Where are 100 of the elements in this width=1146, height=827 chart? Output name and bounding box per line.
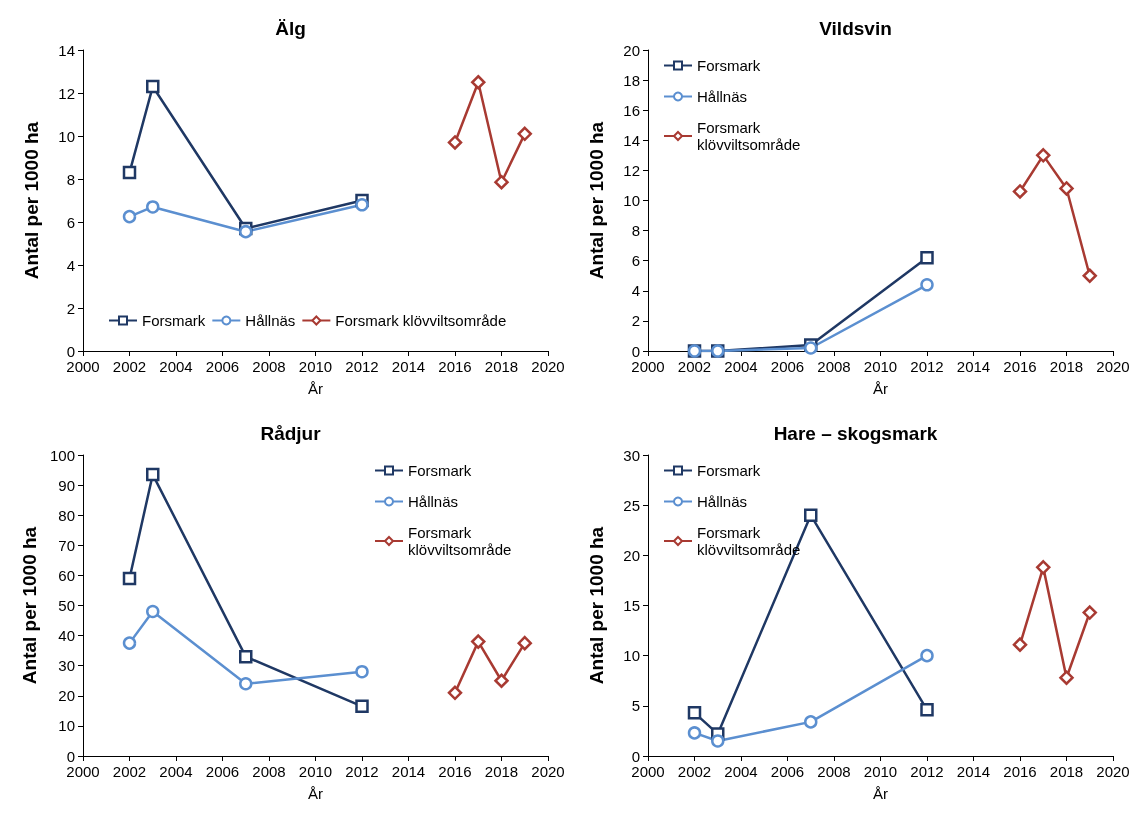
y-tick-label: 8 <box>66 170 75 188</box>
y-tick-label: 20 <box>623 546 640 564</box>
y-tick-label: 0 <box>66 747 75 765</box>
x-tick-label: 2010 <box>863 358 898 375</box>
x-tick-label: 2020 <box>1096 763 1130 780</box>
legend-label: Forsmark <box>142 312 206 329</box>
y-tick-label: 50 <box>58 597 75 614</box>
y-tick-label: 100 <box>49 446 75 464</box>
x-tick-label: 2006 <box>770 763 805 780</box>
legend-label: Hållnäs <box>697 88 748 105</box>
x-tick-label: 2008 <box>252 358 286 375</box>
x-tick-label: 2020 <box>1096 358 1130 375</box>
x-tick-label: 2018 <box>1049 763 1084 780</box>
x-tick-label: 2020 <box>531 763 565 780</box>
y-axis-title: Antal per 1000 ha <box>21 121 42 280</box>
x-tick-label: 2012 <box>345 763 379 780</box>
legend-label: Hållnäs <box>697 493 748 510</box>
chart-title: Vildsvin <box>819 18 892 39</box>
y-tick-label: 6 <box>631 252 640 270</box>
x-tick-label: 2014 <box>391 763 426 780</box>
y-tick-label: 14 <box>58 41 75 59</box>
x-tick-label: 2006 <box>205 763 240 780</box>
y-tick-label: 10 <box>623 647 640 665</box>
x-tick-label: 2000 <box>631 763 665 780</box>
y-tick-label: 30 <box>58 657 75 675</box>
x-tick-label: 2018 <box>484 763 519 780</box>
x-tick-label: 2012 <box>345 358 379 375</box>
legend-label: Forsmark <box>408 462 472 479</box>
x-tick-label: 2012 <box>910 763 944 780</box>
y-tick-label: 30 <box>623 446 640 464</box>
y-tick-label: 40 <box>58 627 75 645</box>
x-tick-label: 2018 <box>1049 358 1084 375</box>
x-tick-label: 2004 <box>724 763 758 780</box>
legend-label: Hållnäs <box>245 312 296 329</box>
x-tick-label: 2004 <box>159 358 193 375</box>
y-tick-label: 20 <box>623 41 640 59</box>
legend-label: Hållnäs <box>408 493 459 510</box>
x-tick-label: 2014 <box>956 358 991 375</box>
y-tick-label: 0 <box>631 342 640 360</box>
y-tick-label: 8 <box>631 222 640 240</box>
y-tick-label: 2 <box>66 299 75 317</box>
x-tick-label: 2000 <box>66 763 100 780</box>
x-tick-label: 2010 <box>298 763 333 780</box>
y-tick-label: 80 <box>58 506 75 524</box>
x-tick-label: 2014 <box>391 358 426 375</box>
y-tick-label: 70 <box>58 536 75 554</box>
y-tick-label: 12 <box>58 84 75 102</box>
x-tick-label: 2004 <box>724 358 758 375</box>
y-tick-label: 60 <box>58 566 75 584</box>
x-tick-label: 2016 <box>438 763 472 780</box>
chart-title: Rådjur <box>260 423 322 444</box>
y-tick-label: 0 <box>66 342 75 360</box>
y-tick-label: 12 <box>623 161 640 179</box>
y-tick-label: 20 <box>58 687 75 705</box>
y-tick-label: 0 <box>631 747 640 765</box>
chart-title: Hare – skogsmark <box>773 423 938 444</box>
x-tick-label: 2016 <box>1003 763 1037 780</box>
x-axis-title: År <box>308 380 323 397</box>
x-tick-label: 2006 <box>770 358 805 375</box>
x-tick-label: 2018 <box>484 358 519 375</box>
y-tick-label: 16 <box>623 101 640 119</box>
legend-label: Forsmark klövviltsområde <box>408 524 512 558</box>
y-axis-title: Antal per 1000 ha <box>19 526 41 685</box>
y-axis-title: Antal per 1000 ha <box>586 121 607 280</box>
y-axis-title: Antal per 1000 ha <box>586 526 607 685</box>
legend-label: Forsmark klövviltsområde <box>697 119 801 153</box>
y-tick-label: 5 <box>631 697 640 715</box>
y-tick-label: 4 <box>631 282 640 300</box>
legend-label: Forsmark <box>697 462 761 479</box>
legend-label: Forsmark klövviltsområde <box>335 312 507 329</box>
x-axis-title: År <box>873 785 888 802</box>
y-tick-label: 10 <box>58 717 75 735</box>
x-tick-label: 2002 <box>112 763 147 780</box>
x-tick-label: 2008 <box>817 763 851 780</box>
y-tick-label: 90 <box>58 476 75 494</box>
x-tick-label: 2008 <box>817 358 851 375</box>
x-tick-label: 2020 <box>531 358 565 375</box>
y-tick-label: 10 <box>623 192 640 209</box>
y-tick-label: 2 <box>631 312 640 330</box>
x-tick-label: 2002 <box>112 358 147 375</box>
x-tick-label: 2000 <box>66 358 100 375</box>
x-tick-label: 2016 <box>438 358 472 375</box>
y-tick-label: 14 <box>623 131 640 149</box>
legend-label: Forsmark <box>697 57 761 74</box>
x-tick-label: 2002 <box>677 763 712 780</box>
x-tick-label: 2014 <box>956 763 991 780</box>
x-tick-label: 2000 <box>631 358 665 375</box>
y-tick-label: 25 <box>623 496 640 514</box>
y-tick-label: 6 <box>66 213 75 231</box>
x-tick-label: 2008 <box>252 763 286 780</box>
x-tick-label: 2004 <box>159 763 193 780</box>
x-tick-label: 2002 <box>677 358 712 375</box>
y-tick-label: 18 <box>623 71 640 89</box>
y-tick-label: 4 <box>66 256 75 274</box>
x-tick-label: 2010 <box>298 358 333 375</box>
x-tick-label: 2016 <box>1003 358 1037 375</box>
y-tick-label: 10 <box>58 127 75 145</box>
y-tick-label: 15 <box>623 597 640 614</box>
x-axis-title: År <box>873 380 888 397</box>
chart-title: Älg <box>275 18 306 39</box>
